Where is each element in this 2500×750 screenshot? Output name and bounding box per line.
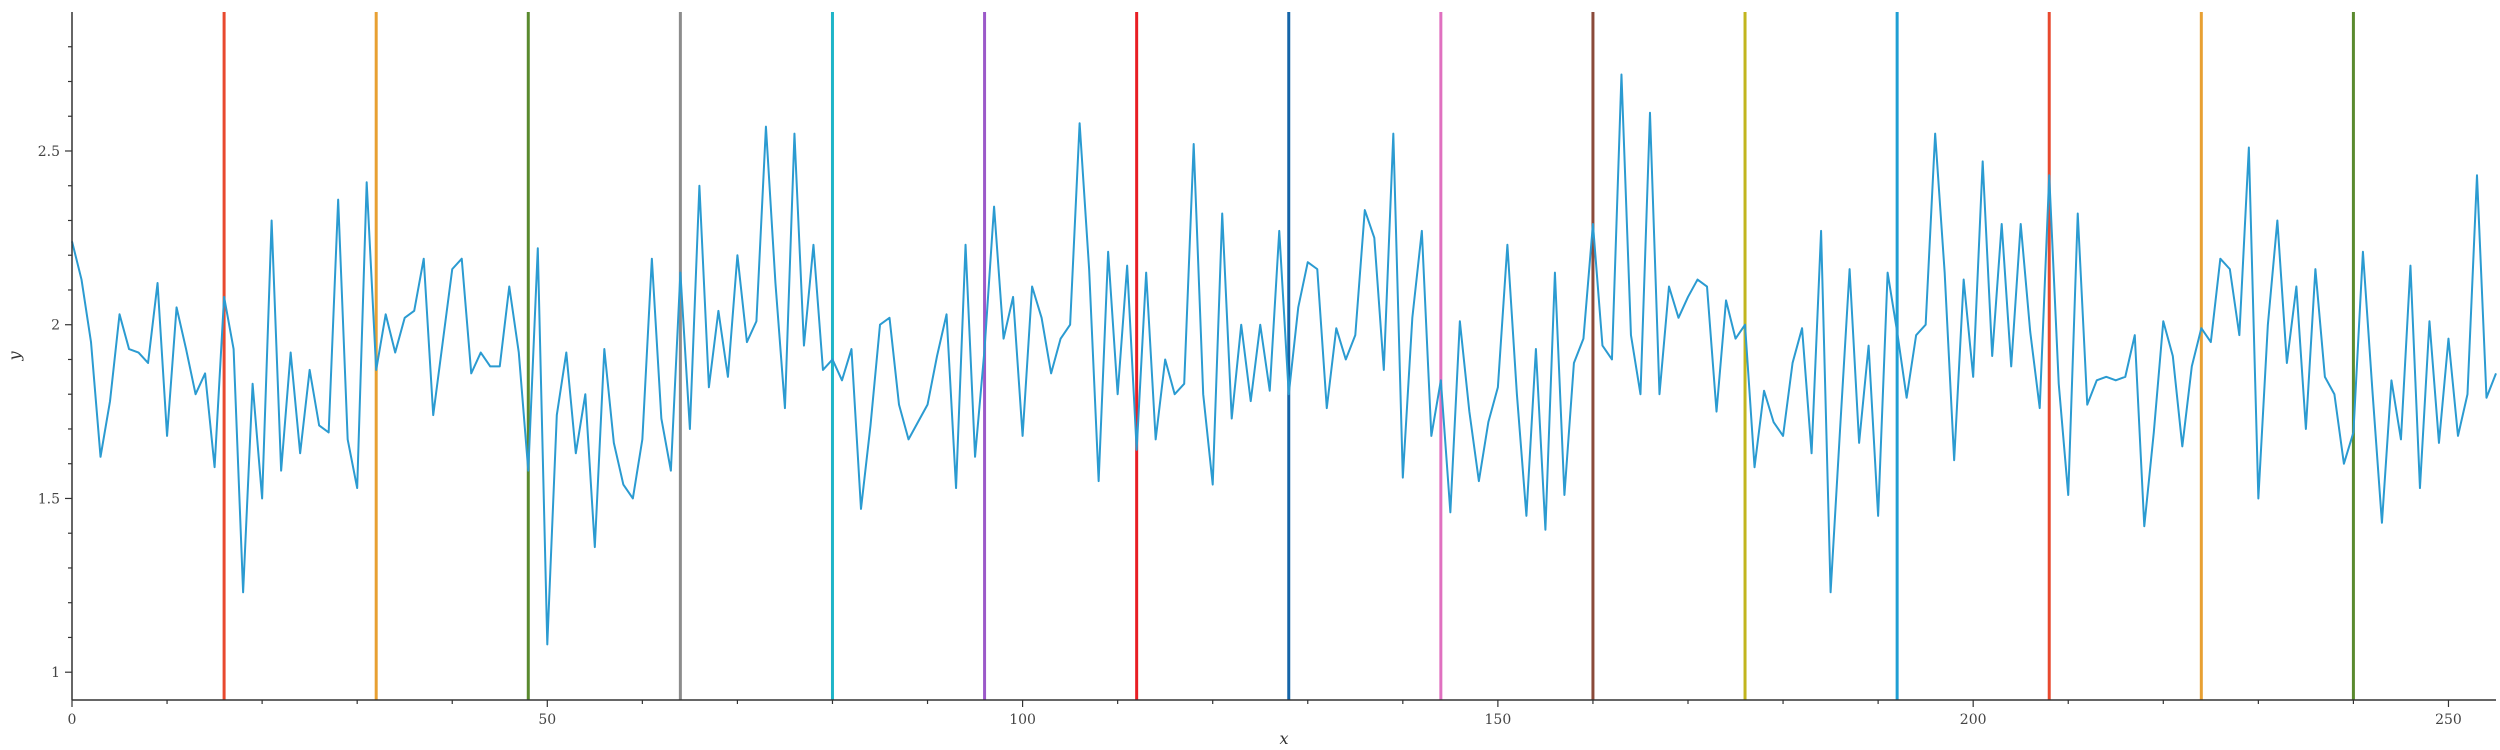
x-axis-label: x [1279,729,1288,748]
y-tick-label: 1.5 [38,491,60,507]
x-tick-label: 150 [1485,712,1512,728]
y-tick-label: 2 [51,318,60,334]
y-tick-label: 2.5 [38,144,60,160]
series-line [71,73,2497,646]
x-tick-label: 100 [1009,712,1036,728]
x-tick-label: 200 [1960,712,1987,728]
y-tick-label: 1 [51,665,60,681]
y-axis-label: y [5,351,24,362]
x-tick-label: 50 [538,712,556,728]
x-tick-label: 250 [2435,712,2462,728]
x-ticks: 0 50 100 150 200 250 [68,700,2462,728]
x-tick-label: 0 [68,712,77,728]
y-ticks: 1 1.5 2 2.5 [38,46,72,681]
